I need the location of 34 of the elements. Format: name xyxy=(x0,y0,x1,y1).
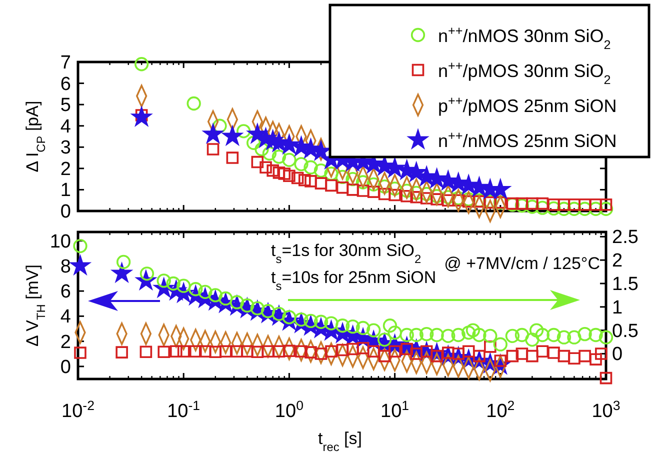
y-tick-label: 0 xyxy=(60,202,71,222)
y-tick-label: 3 xyxy=(60,138,71,159)
legend-label: n$^{++}$/nMOS 30nm SiO$_{2}$ xyxy=(438,24,611,52)
legend-label: n$^{++}$/pMOS 30nm SiO$_{2}$ xyxy=(438,59,611,87)
annotation: @ +7MV/cm / 125°C xyxy=(444,254,600,273)
annotation: t$_{s}$=1s for 30nm SiO$_{2}$ xyxy=(271,241,422,266)
y-tick-label: 5 xyxy=(60,95,71,116)
y2-tick-label: 2.5 xyxy=(612,227,638,248)
legend-label: n$^{++}$/nMOS 25nm SiON xyxy=(438,129,617,151)
y-tick-label: 2 xyxy=(60,332,71,353)
x-axis-title: t$_{rec}$ [s] xyxy=(318,429,362,454)
y-tick-label: 8 xyxy=(60,256,71,278)
annotation: t$_{s}$=10s for 25nm SiON xyxy=(271,268,436,293)
y-tick-label: 0 xyxy=(60,356,71,378)
y-tick-label: 4 xyxy=(60,116,72,138)
y2-tick-label: 0.5 xyxy=(612,320,638,342)
x-tick-label: 10$^{2}$ xyxy=(486,398,515,422)
x-tick-label: 10$^{3}$ xyxy=(592,398,620,422)
x-tick-label: 10$^{0}$ xyxy=(274,398,304,422)
y-tick-label: 6 xyxy=(60,74,71,95)
x-tick-label: 10$^{-1}$ xyxy=(167,398,200,422)
y-tick-label: 2 xyxy=(60,158,71,180)
y-tick-label: 1 xyxy=(60,180,71,202)
y-tick-label: 4 xyxy=(60,306,72,328)
y2-tick-label: 1.5 xyxy=(612,274,638,295)
y-tick-label: 6 xyxy=(60,282,71,303)
x-tick-label: 10$^{1}$ xyxy=(380,398,410,422)
legend-label: p$^{++}$/pMOS 25nm SiON xyxy=(438,94,617,116)
y-tick-label: 7 xyxy=(60,52,71,74)
y2-tick-label: 2 xyxy=(612,250,623,272)
x-tick-label: 10$^{-2}$ xyxy=(62,398,94,422)
y2-tick-label: 1 xyxy=(612,297,623,318)
y2-tick-label: 0 xyxy=(612,344,623,366)
y-tick-label: 10 xyxy=(50,231,71,252)
